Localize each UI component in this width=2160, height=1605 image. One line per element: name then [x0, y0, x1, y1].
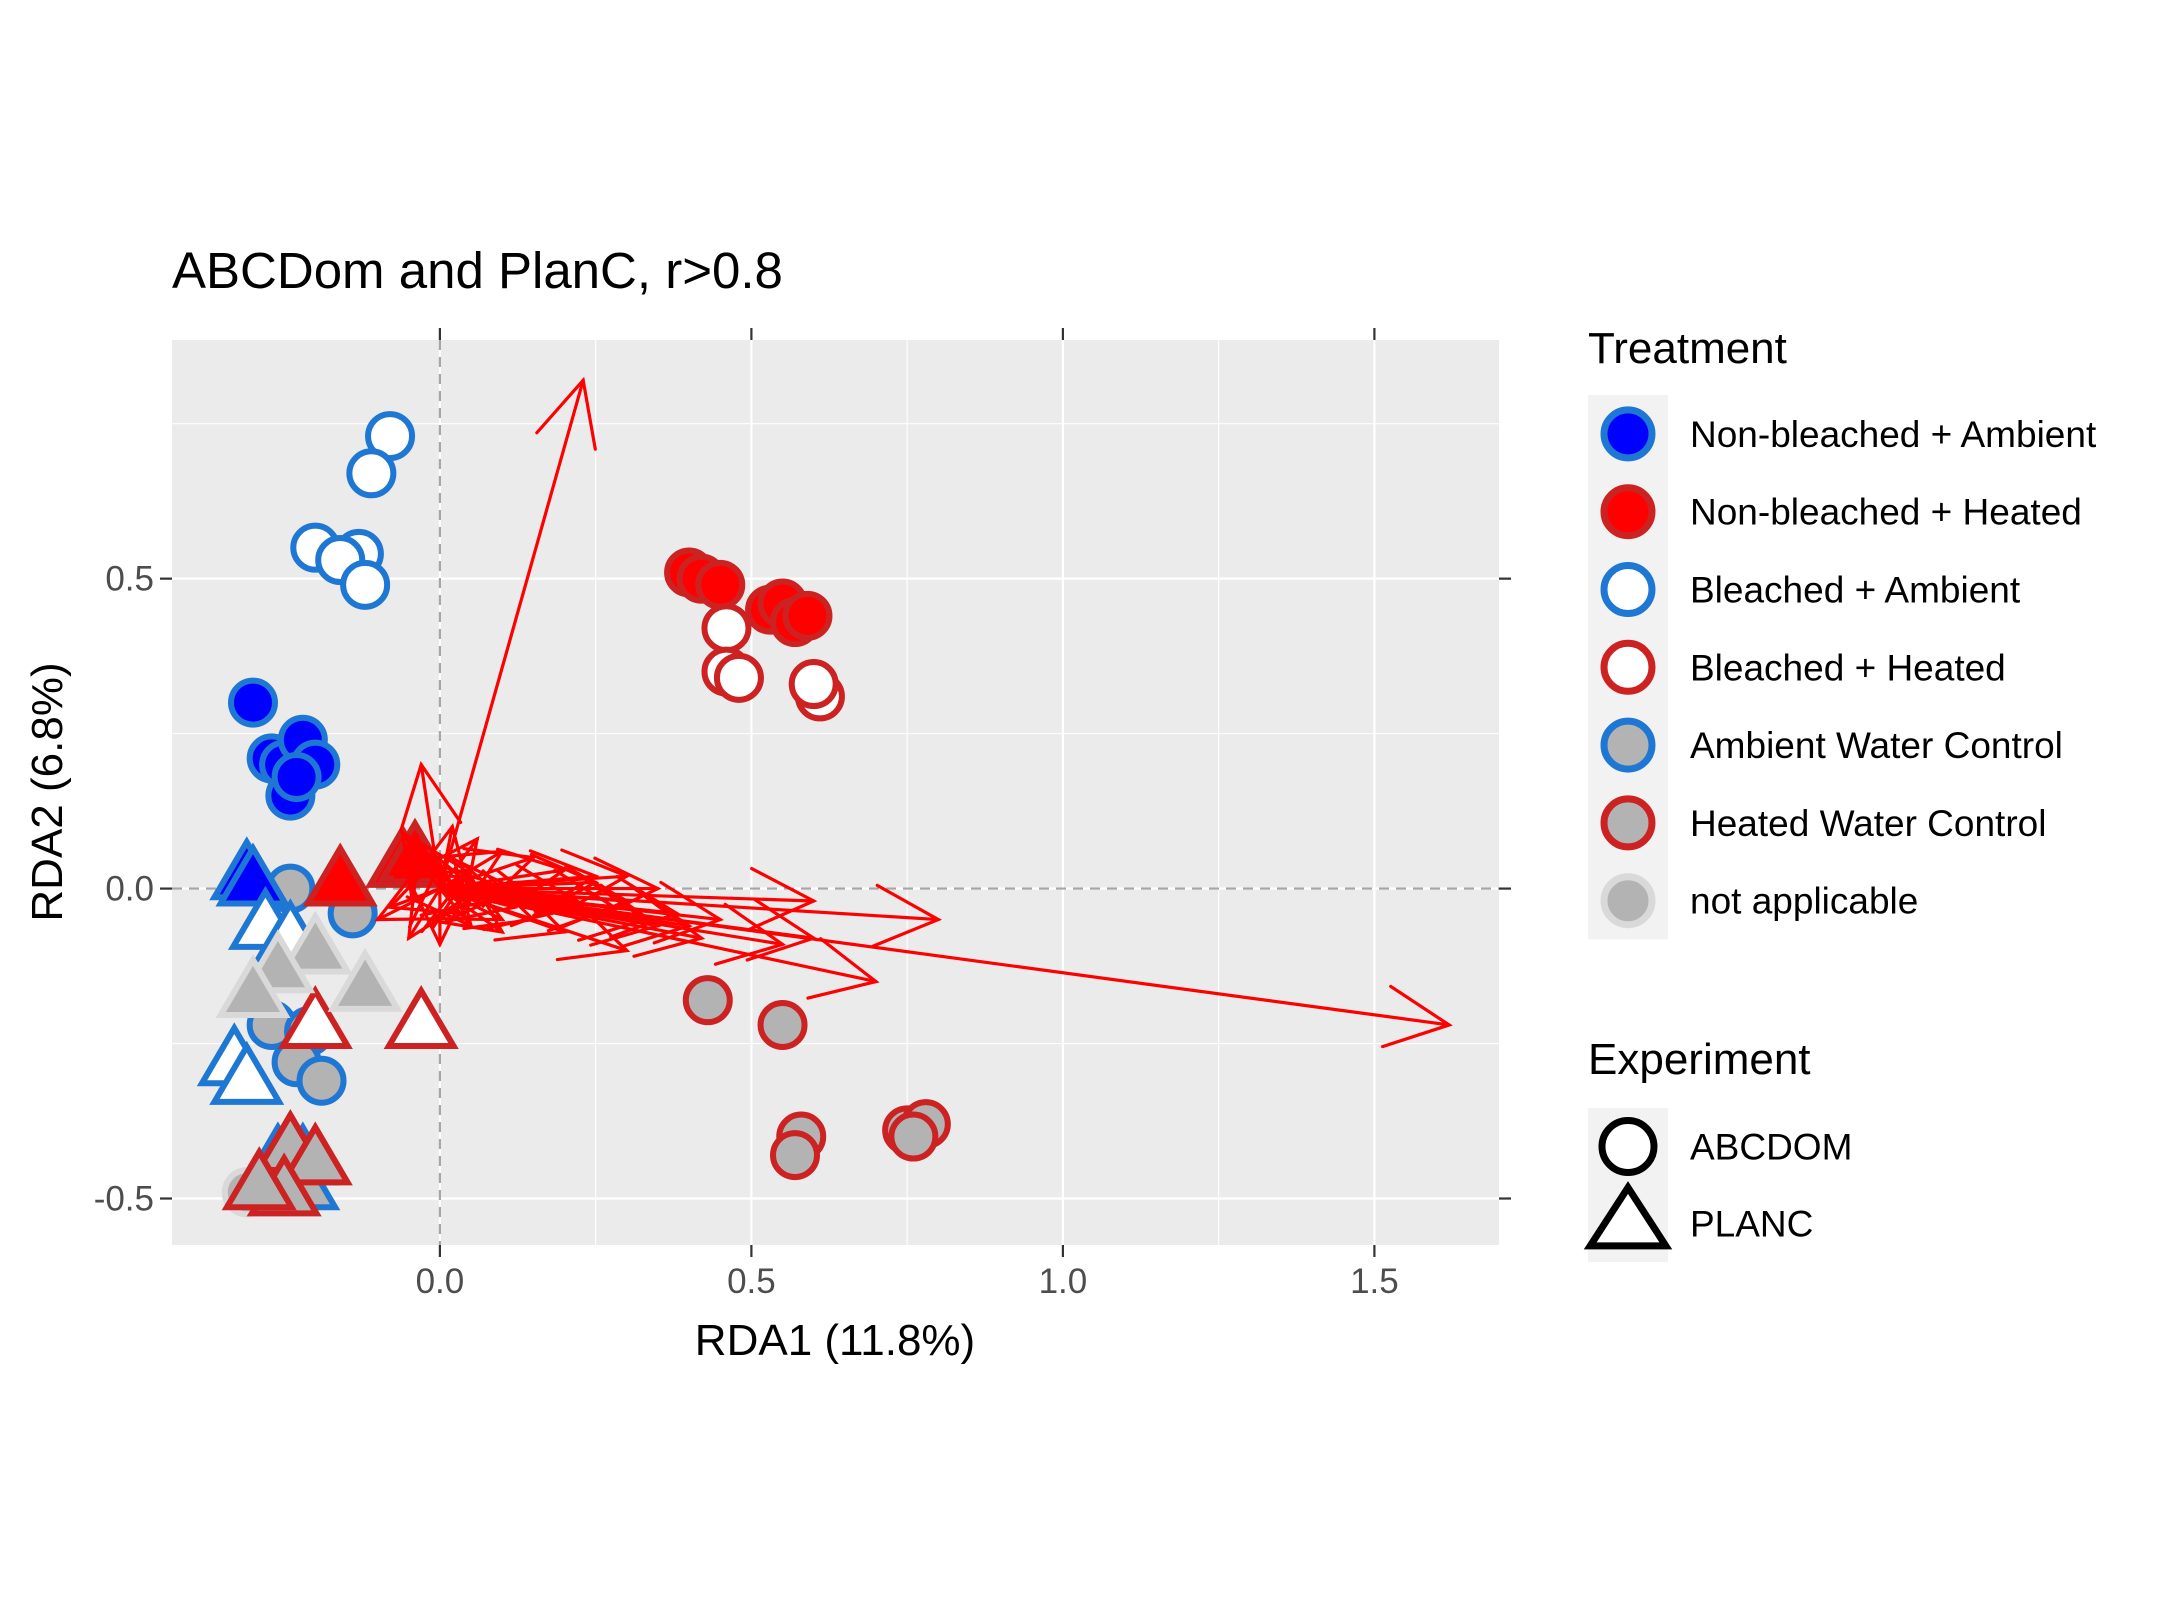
y-axis-title: RDA2 (6.8%) [23, 662, 72, 921]
y-tick-label: 0.5 [105, 560, 154, 599]
loading-arrow-shaft [438, 886, 660, 928]
circle-point [682, 975, 733, 1026]
circle-point [788, 659, 839, 710]
triangle-point [209, 1040, 285, 1105]
legend-treatment-key [1600, 795, 1656, 851]
triangle-point [221, 1146, 297, 1211]
loading-arrow-shaft [438, 886, 492, 903]
legend-treatment-label: Bleached + Ambient [1690, 570, 2021, 611]
loading-arrow-head [806, 937, 880, 1000]
loading-arrow-shaft [438, 874, 467, 891]
loading-arrow-head [374, 862, 450, 922]
loading-arrow-head [430, 862, 506, 922]
arrow-layer [374, 376, 1453, 1049]
legend-treatment-label: Bleached + Heated [1690, 647, 2006, 688]
y-tick-label: -0.5 [94, 1180, 154, 1219]
triangle-point [215, 954, 291, 1019]
circle-point [757, 999, 808, 1050]
legend-treatment-key [1600, 406, 1656, 462]
legend-treatment-title: Treatment [1588, 324, 1787, 373]
loading-arrow-head [593, 856, 662, 921]
loading-arrow-head [535, 376, 597, 451]
loading-arrow-head [748, 866, 818, 931]
loading-arrow-head [493, 880, 568, 942]
legend-treatment-key [1600, 484, 1656, 540]
legend-experiment-key-triangle [1583, 1181, 1673, 1250]
circle-point [888, 1111, 939, 1162]
legend-treatment-key [1600, 639, 1656, 695]
reference-lines [172, 340, 1499, 1245]
legend: Treatment Non-bleached + Ambient Non-bleac… [1583, 324, 2097, 1262]
legend-treatment-label: Heated Water Control [1690, 803, 2046, 844]
triangle-point [302, 842, 378, 907]
legend-treatment-key [1600, 873, 1656, 929]
circle-point [271, 752, 322, 803]
circle-point [713, 652, 764, 703]
triangle-point [277, 910, 353, 975]
legend-experiment-label: PLANC [1690, 1204, 1813, 1245]
x-tick-label: 1.5 [1350, 1262, 1399, 1301]
loading-arrow-head [713, 902, 787, 966]
point-layer [196, 411, 951, 1218]
loading-arrow-head [745, 898, 818, 962]
loading-arrow-shaft [438, 378, 585, 891]
legend-treatment-key [1600, 717, 1656, 773]
x-tick-label: 1.0 [1039, 1262, 1088, 1301]
loading-arrow-head [529, 852, 600, 917]
circle-point [346, 448, 397, 499]
legend-treatment-key [1600, 562, 1656, 617]
circle-point [770, 1130, 821, 1181]
loading-arrow-head [555, 900, 631, 962]
legend-treatment-label: Non-bleached + Heated [1690, 492, 2082, 533]
legend-treatment-label: Ambient Water Control [1690, 725, 2063, 766]
circle-point [695, 559, 746, 610]
loading-arrow-head [576, 878, 650, 942]
circle-point [340, 559, 391, 610]
x-tick-label: 0.5 [727, 1262, 776, 1301]
loading-arrow-head [589, 883, 662, 947]
loading-arrow-shaft [375, 886, 442, 922]
y-tick-label: 0.0 [105, 870, 154, 909]
axis-layer: 0.0 0.5 1.0 1.5 -0.5 0.0 0.5 [94, 328, 1511, 1301]
legend-experiment-key-circle [1598, 1117, 1658, 1176]
circle-point [296, 1055, 347, 1106]
plot-panel [172, 340, 1499, 1245]
loading-arrow-head [1380, 984, 1453, 1049]
triangle-point [215, 842, 291, 907]
x-axis-title: RDA1 (11.8%) [695, 1316, 975, 1365]
loading-arrow-head [560, 848, 631, 913]
legend-treatment-label: Non-bleached + Ambient [1690, 414, 2097, 455]
triangle-point [383, 985, 459, 1050]
loading-arrow-head [398, 760, 463, 834]
loading-arrow-head [609, 874, 681, 939]
x-tick-label: 0.0 [416, 1262, 465, 1301]
loading-arrow-head [652, 880, 724, 945]
legend-treatment-label: not applicable [1690, 881, 1918, 922]
circle-point [227, 677, 278, 728]
triangle-point [327, 947, 403, 1012]
chart-title: ABCDom and PlanC, r>0.8 [172, 242, 783, 299]
loading-arrow-head [871, 883, 942, 948]
loading-arrow-head [419, 854, 494, 917]
legend-experiment-label: ABCDOM [1690, 1127, 1852, 1168]
triangle-point [277, 985, 353, 1050]
legend-experiment-title: Experiment [1588, 1035, 1811, 1084]
loading-arrow-head [449, 856, 519, 921]
loading-arrow-head [393, 874, 469, 934]
circle-point [782, 590, 833, 641]
circle-point [701, 603, 752, 654]
triangle-point [277, 1121, 353, 1186]
loading-arrow-shaft [438, 886, 629, 953]
loading-arrow-head [632, 894, 706, 958]
